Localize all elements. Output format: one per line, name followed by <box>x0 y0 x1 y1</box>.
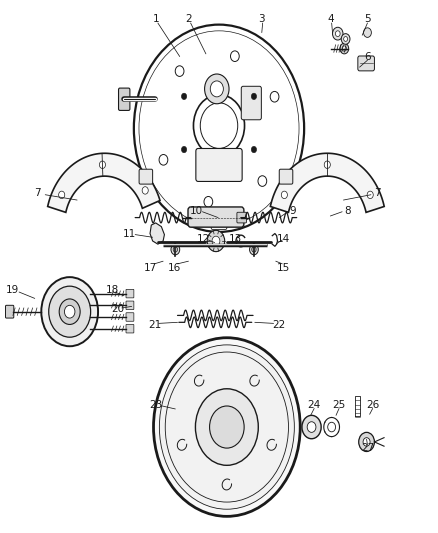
Text: 12: 12 <box>197 234 210 244</box>
Circle shape <box>49 286 91 337</box>
FancyBboxPatch shape <box>241 86 261 120</box>
Circle shape <box>210 81 223 97</box>
Text: 3: 3 <box>258 14 265 25</box>
Text: 8: 8 <box>345 206 351 216</box>
Circle shape <box>367 191 373 199</box>
Circle shape <box>41 277 98 346</box>
FancyBboxPatch shape <box>358 56 374 71</box>
Circle shape <box>209 406 244 448</box>
FancyBboxPatch shape <box>126 289 134 298</box>
Text: 20: 20 <box>111 304 124 314</box>
Text: 18: 18 <box>106 286 119 295</box>
Text: 22: 22 <box>272 320 286 330</box>
Circle shape <box>340 43 349 54</box>
Circle shape <box>332 27 343 40</box>
Circle shape <box>270 92 279 102</box>
Circle shape <box>251 93 257 100</box>
Circle shape <box>205 74 229 104</box>
FancyBboxPatch shape <box>126 325 134 333</box>
Circle shape <box>344 37 348 42</box>
Circle shape <box>230 51 239 61</box>
Text: 7: 7 <box>374 188 380 198</box>
Polygon shape <box>270 154 384 212</box>
Text: 26: 26 <box>366 400 379 410</box>
Circle shape <box>258 176 267 187</box>
Text: 13: 13 <box>229 234 242 244</box>
Text: 5: 5 <box>364 14 371 25</box>
Circle shape <box>99 161 106 168</box>
Circle shape <box>251 147 257 153</box>
Circle shape <box>307 422 316 432</box>
Text: 1: 1 <box>152 14 159 25</box>
Circle shape <box>181 147 187 153</box>
FancyBboxPatch shape <box>139 169 152 184</box>
Circle shape <box>342 46 346 51</box>
Circle shape <box>181 93 187 100</box>
Circle shape <box>173 247 177 252</box>
Circle shape <box>165 352 289 502</box>
FancyBboxPatch shape <box>211 215 227 229</box>
Circle shape <box>159 345 294 509</box>
Circle shape <box>252 247 256 252</box>
Text: 25: 25 <box>332 400 346 410</box>
FancyBboxPatch shape <box>237 212 247 223</box>
Circle shape <box>250 244 258 255</box>
FancyBboxPatch shape <box>279 169 293 184</box>
Circle shape <box>212 236 220 246</box>
Circle shape <box>341 34 350 44</box>
Circle shape <box>59 191 65 199</box>
Text: 4: 4 <box>327 14 334 25</box>
Circle shape <box>359 432 374 451</box>
Text: 2: 2 <box>185 14 192 25</box>
Circle shape <box>324 161 330 168</box>
Circle shape <box>336 31 340 37</box>
Text: 21: 21 <box>148 320 161 330</box>
Circle shape <box>363 438 370 446</box>
FancyBboxPatch shape <box>188 207 244 227</box>
FancyBboxPatch shape <box>6 305 14 318</box>
Circle shape <box>195 389 258 465</box>
Circle shape <box>281 191 287 199</box>
Polygon shape <box>48 154 160 212</box>
FancyBboxPatch shape <box>119 88 130 110</box>
Polygon shape <box>150 223 164 244</box>
Text: 6: 6 <box>364 52 371 61</box>
Circle shape <box>207 230 225 252</box>
Circle shape <box>153 338 300 516</box>
Text: 24: 24 <box>307 400 321 410</box>
Text: 16: 16 <box>168 263 181 272</box>
Text: 9: 9 <box>289 206 296 216</box>
Circle shape <box>59 299 80 325</box>
Circle shape <box>171 244 180 255</box>
Circle shape <box>364 28 371 37</box>
Circle shape <box>175 66 184 76</box>
Text: 19: 19 <box>6 286 20 295</box>
Circle shape <box>328 422 336 432</box>
Text: 27: 27 <box>361 443 374 453</box>
FancyBboxPatch shape <box>126 301 134 310</box>
Circle shape <box>159 155 168 165</box>
Text: 11: 11 <box>123 229 136 239</box>
Text: 15: 15 <box>277 263 290 272</box>
Circle shape <box>142 187 148 194</box>
Text: 23: 23 <box>149 400 162 410</box>
Text: 7: 7 <box>35 188 41 198</box>
FancyBboxPatch shape <box>196 149 242 181</box>
Circle shape <box>302 415 321 439</box>
Circle shape <box>64 305 75 318</box>
Text: 17: 17 <box>143 263 157 272</box>
Circle shape <box>204 197 213 207</box>
Text: 10: 10 <box>190 206 203 216</box>
FancyBboxPatch shape <box>126 313 134 321</box>
Text: 14: 14 <box>277 234 290 244</box>
